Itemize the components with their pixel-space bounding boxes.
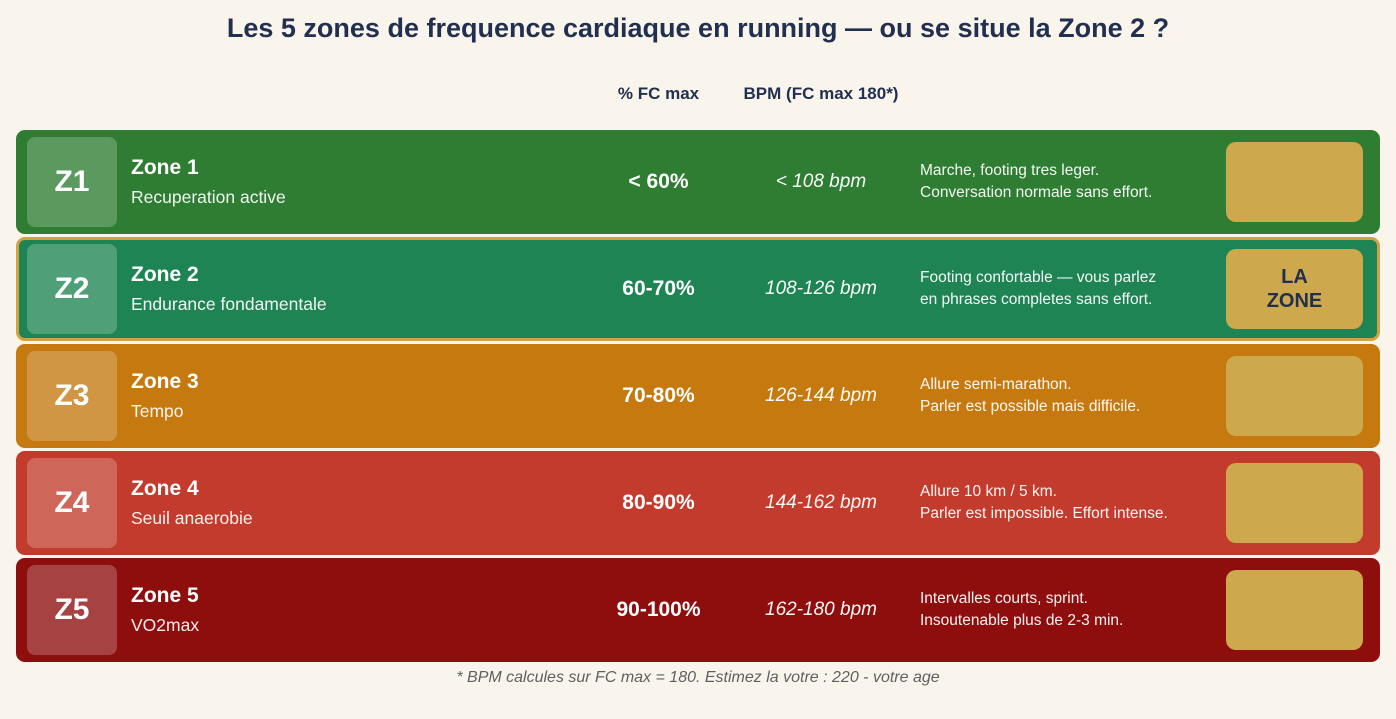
- la-zone-badge: [1226, 356, 1363, 436]
- zone-description-line1: Allure 10 km / 5 km.: [920, 482, 1057, 500]
- zones-table: Z1 Zone 1 Recuperation active < 60% < 10…: [16, 130, 1380, 662]
- zone-bpm-range: 144-162 bpm: [765, 492, 877, 513]
- zone-bpm-range: 108-126 bpm: [765, 278, 877, 299]
- zone-code-badge: Z2: [27, 244, 117, 334]
- zone-name: Zone 2: [131, 263, 199, 286]
- zone-bpm-range: < 108 bpm: [775, 171, 867, 192]
- zone-name: Zone 1: [131, 156, 199, 179]
- la-zone-badge-line2: ZONE: [1266, 290, 1323, 312]
- zone-row-z3: Z3 Zone 3 Tempo 70-80% 126-144 bpm Allur…: [16, 344, 1380, 448]
- zone-description: Footing confortable — vous parlez en phr…: [920, 267, 1218, 312]
- zone-name: Zone 4: [131, 477, 199, 500]
- column-header-bpm: BPM (FC max 180*): [743, 84, 899, 103]
- zone-description-line1: Allure semi-marathon.: [920, 375, 1072, 393]
- zone-code-badge: Z4: [27, 458, 117, 548]
- zone-percent-fc-max: < 60%: [628, 170, 689, 193]
- la-zone-badge: [1226, 142, 1363, 222]
- zone-row-z2: Z2 Zone 2 Endurance fondamentale 60-70% …: [16, 237, 1380, 341]
- zone-subtitle: Recuperation active: [131, 187, 286, 207]
- zone-description-line2: Parler est possible mais difficile.: [920, 398, 1141, 415]
- zone-description-line2: Parler est impossible. Effort intense.: [920, 505, 1168, 522]
- zone-code-badge: Z3: [27, 351, 117, 441]
- zone-name-column: Zone 1 Recuperation active: [131, 156, 571, 208]
- zone-percent-fc-max: 80-90%: [622, 491, 695, 514]
- zone-description: Allure semi-marathon. Parler est possibl…: [920, 374, 1218, 419]
- zone-description-line2: en phrases completes sans effort.: [920, 291, 1153, 308]
- zone-description-line2: Insoutenable plus de 2-3 min.: [920, 612, 1124, 629]
- zone-percent-fc-max: 70-80%: [622, 384, 695, 407]
- zone-description-line1: Marche, footing tres leger.: [920, 161, 1100, 179]
- la-zone-badge: LA ZONE: [1226, 249, 1363, 329]
- zone-name-column: Zone 4 Seuil anaerobie: [131, 477, 571, 529]
- zone-bpm-range: 162-180 bpm: [765, 599, 877, 620]
- page-title: Les 5 zones de frequence cardiaque en ru…: [226, 13, 1170, 43]
- zone-name-column: Zone 5 VO2max: [131, 584, 571, 636]
- la-zone-badge-line1: LA: [1281, 266, 1308, 288]
- zone-description-line2: Conversation normale sans effort.: [920, 184, 1153, 201]
- zone-row-z4: Z4 Zone 4 Seuil anaerobie 80-90% 144-162…: [16, 451, 1380, 555]
- zone-percent-fc-max: 90-100%: [616, 598, 701, 621]
- zone-description-line1: Footing confortable — vous parlez: [920, 268, 1157, 286]
- column-header-pct-fc-max: % FC max: [617, 84, 700, 103]
- zone-subtitle: Tempo: [131, 401, 184, 421]
- zone-code-badge: Z1: [27, 137, 117, 227]
- zone-name: Zone 3: [131, 370, 199, 393]
- zone-description-line1: Intervalles courts, sprint.: [920, 589, 1088, 607]
- column-headers: % FC max BPM (FC max 180*): [16, 84, 1380, 104]
- footnote: * BPM calcules sur FC max = 180. Estimez…: [456, 669, 940, 686]
- zone-name: Zone 5: [131, 584, 199, 607]
- zone-percent-fc-max: 60-70%: [622, 277, 695, 300]
- zone-description: Intervalles courts, sprint. Insoutenable…: [920, 588, 1218, 633]
- zone-name-column: Zone 2 Endurance fondamentale: [131, 263, 571, 315]
- zone-subtitle: Endurance fondamentale: [131, 294, 327, 314]
- zone-bpm-range: 126-144 bpm: [765, 385, 877, 406]
- zone-description: Marche, footing tres leger. Conversation…: [920, 160, 1218, 205]
- zone-description: Allure 10 km / 5 km. Parler est impossib…: [920, 481, 1218, 526]
- zone-subtitle: VO2max: [131, 615, 200, 635]
- zone-row-z1: Z1 Zone 1 Recuperation active < 60% < 10…: [16, 130, 1380, 234]
- zone-name-column: Zone 3 Tempo: [131, 370, 571, 422]
- zone-subtitle: Seuil anaerobie: [131, 508, 253, 528]
- zone-row-z5: Z5 Zone 5 VO2max 90-100% 162-180 bpm Int…: [16, 558, 1380, 662]
- zone-code-badge: Z5: [27, 565, 117, 655]
- la-zone-badge: [1226, 463, 1363, 543]
- la-zone-badge: [1226, 570, 1363, 650]
